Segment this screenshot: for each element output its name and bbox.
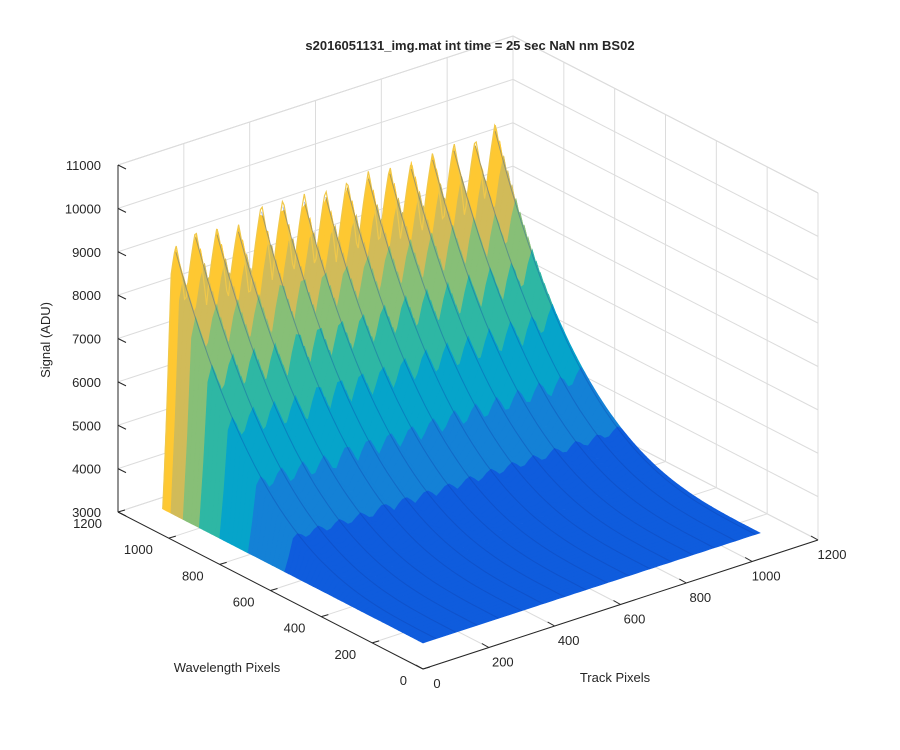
track-streak	[216, 234, 478, 626]
y-tick-label: 400	[284, 621, 306, 636]
z-axis-label: Signal (ADU)	[38, 302, 53, 378]
z-tick-label: 6000	[72, 375, 101, 390]
tick-labels: 3000400050006000700080009000100001100002…	[65, 158, 847, 691]
track-streak	[474, 145, 736, 542]
track-streak	[261, 211, 523, 612]
ridge-line	[162, 123, 501, 510]
z-tick	[117, 381, 127, 387]
track-streak	[282, 206, 544, 605]
x-tick-label: 1000	[752, 569, 781, 584]
x-tick	[415, 664, 424, 670]
z-tick-label: 9000	[72, 245, 101, 260]
track-streak	[195, 237, 457, 633]
axes-ticks	[117, 164, 819, 670]
x-tick-label: 200	[492, 655, 514, 670]
z-tick-label: 4000	[72, 462, 101, 477]
y-tick	[168, 535, 176, 539]
track-streak	[432, 159, 694, 556]
track-streak	[494, 131, 756, 535]
y-tick-label: 0	[400, 673, 407, 688]
z-tick-label: 5000	[72, 418, 101, 433]
y-tick-label: 1000	[124, 542, 153, 557]
z-tick	[117, 424, 127, 430]
track-streak	[303, 201, 565, 598]
z-tick-label: 8000	[72, 288, 101, 303]
x-tick-label: 600	[624, 612, 646, 627]
z-tick	[117, 511, 127, 517]
track-streak	[325, 196, 587, 591]
surface-strip	[418, 530, 761, 644]
signal-surface	[162, 123, 761, 644]
x-tick	[679, 578, 687, 584]
y-tick	[270, 588, 278, 591]
x-tick	[481, 643, 490, 648]
track-streak	[237, 231, 499, 619]
x-tick	[810, 535, 819, 541]
y-axis-label: Wavelength Pixels	[174, 660, 281, 675]
z-tick	[117, 164, 127, 170]
z-tick	[117, 294, 127, 300]
track-streak	[410, 168, 672, 563]
y-tick	[219, 561, 227, 565]
track-streak	[346, 187, 608, 584]
track-streak	[453, 150, 715, 549]
y-tick-label: 800	[182, 568, 204, 583]
z-tick-label: 3000	[72, 505, 101, 520]
x-tick	[744, 557, 753, 562]
y-tick	[321, 614, 329, 618]
z-tick-label: 7000	[72, 332, 101, 347]
z-tick	[117, 338, 127, 343]
y-tick	[117, 509, 126, 513]
y-tick-label: 600	[233, 595, 255, 610]
z-tick	[117, 251, 127, 257]
z-tick-label: 10000	[65, 201, 101, 216]
x-tick-label: 800	[689, 590, 711, 605]
x-tick-label: 0	[433, 676, 440, 691]
z-tick-label: 11000	[66, 158, 101, 173]
x-axis-label: Track Pixels	[580, 670, 651, 685]
x-tick-label: 1200	[818, 547, 847, 562]
track-streak	[368, 178, 629, 577]
z-tick	[117, 207, 127, 213]
y-tick-label: 1200	[73, 516, 102, 531]
y-tick	[422, 666, 431, 670]
x-tick	[547, 621, 555, 627]
track-streak	[389, 173, 651, 570]
x-tick	[613, 600, 621, 605]
y-tick-label: 200	[334, 647, 356, 662]
z-tick	[117, 468, 127, 474]
track-streak	[175, 252, 437, 640]
chart-title: s2016051131_img.mat int time = 25 sec Na…	[305, 38, 634, 53]
x-tick-label: 400	[558, 633, 580, 648]
y-tick	[372, 640, 380, 644]
